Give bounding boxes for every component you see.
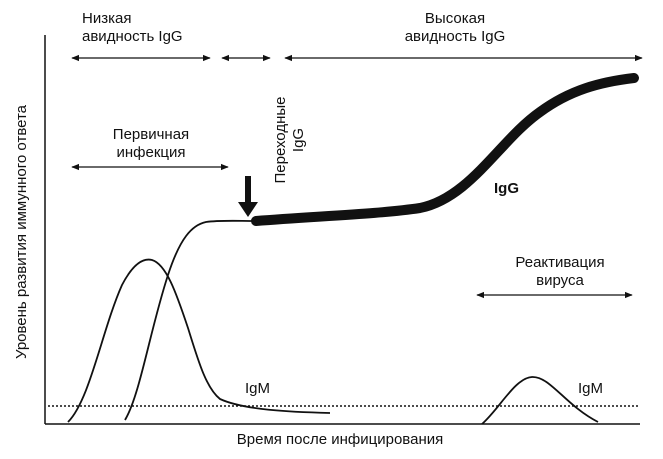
high-avidity-label: Высокая авидность IgG: [404, 10, 506, 45]
y-axis-label: Уровень развития иммунного ответа: [13, 104, 30, 360]
igg-high-avidity-curve: [251, 73, 639, 226]
transition-down-arrow: [238, 176, 258, 217]
igm-primary-curve: [67, 258, 331, 423]
primary-infection-label: Первичная инфекция: [112, 126, 190, 161]
transitional-igg-label: Переходные IgG: [272, 96, 307, 184]
x-axis-label: Время после инфицирования: [236, 431, 444, 448]
igm-primary-label: IgM: [245, 380, 271, 397]
low-avidity-label: Низкая авидность IgG: [82, 10, 183, 45]
igm-reactivation-label: IgM: [578, 380, 604, 397]
igg-curve-label: IgG: [494, 180, 519, 197]
reactivation-label: Реактивация вируса: [515, 254, 605, 289]
igm-reactivation-curve: [481, 376, 599, 425]
igg-early-curve: [124, 219, 257, 421]
